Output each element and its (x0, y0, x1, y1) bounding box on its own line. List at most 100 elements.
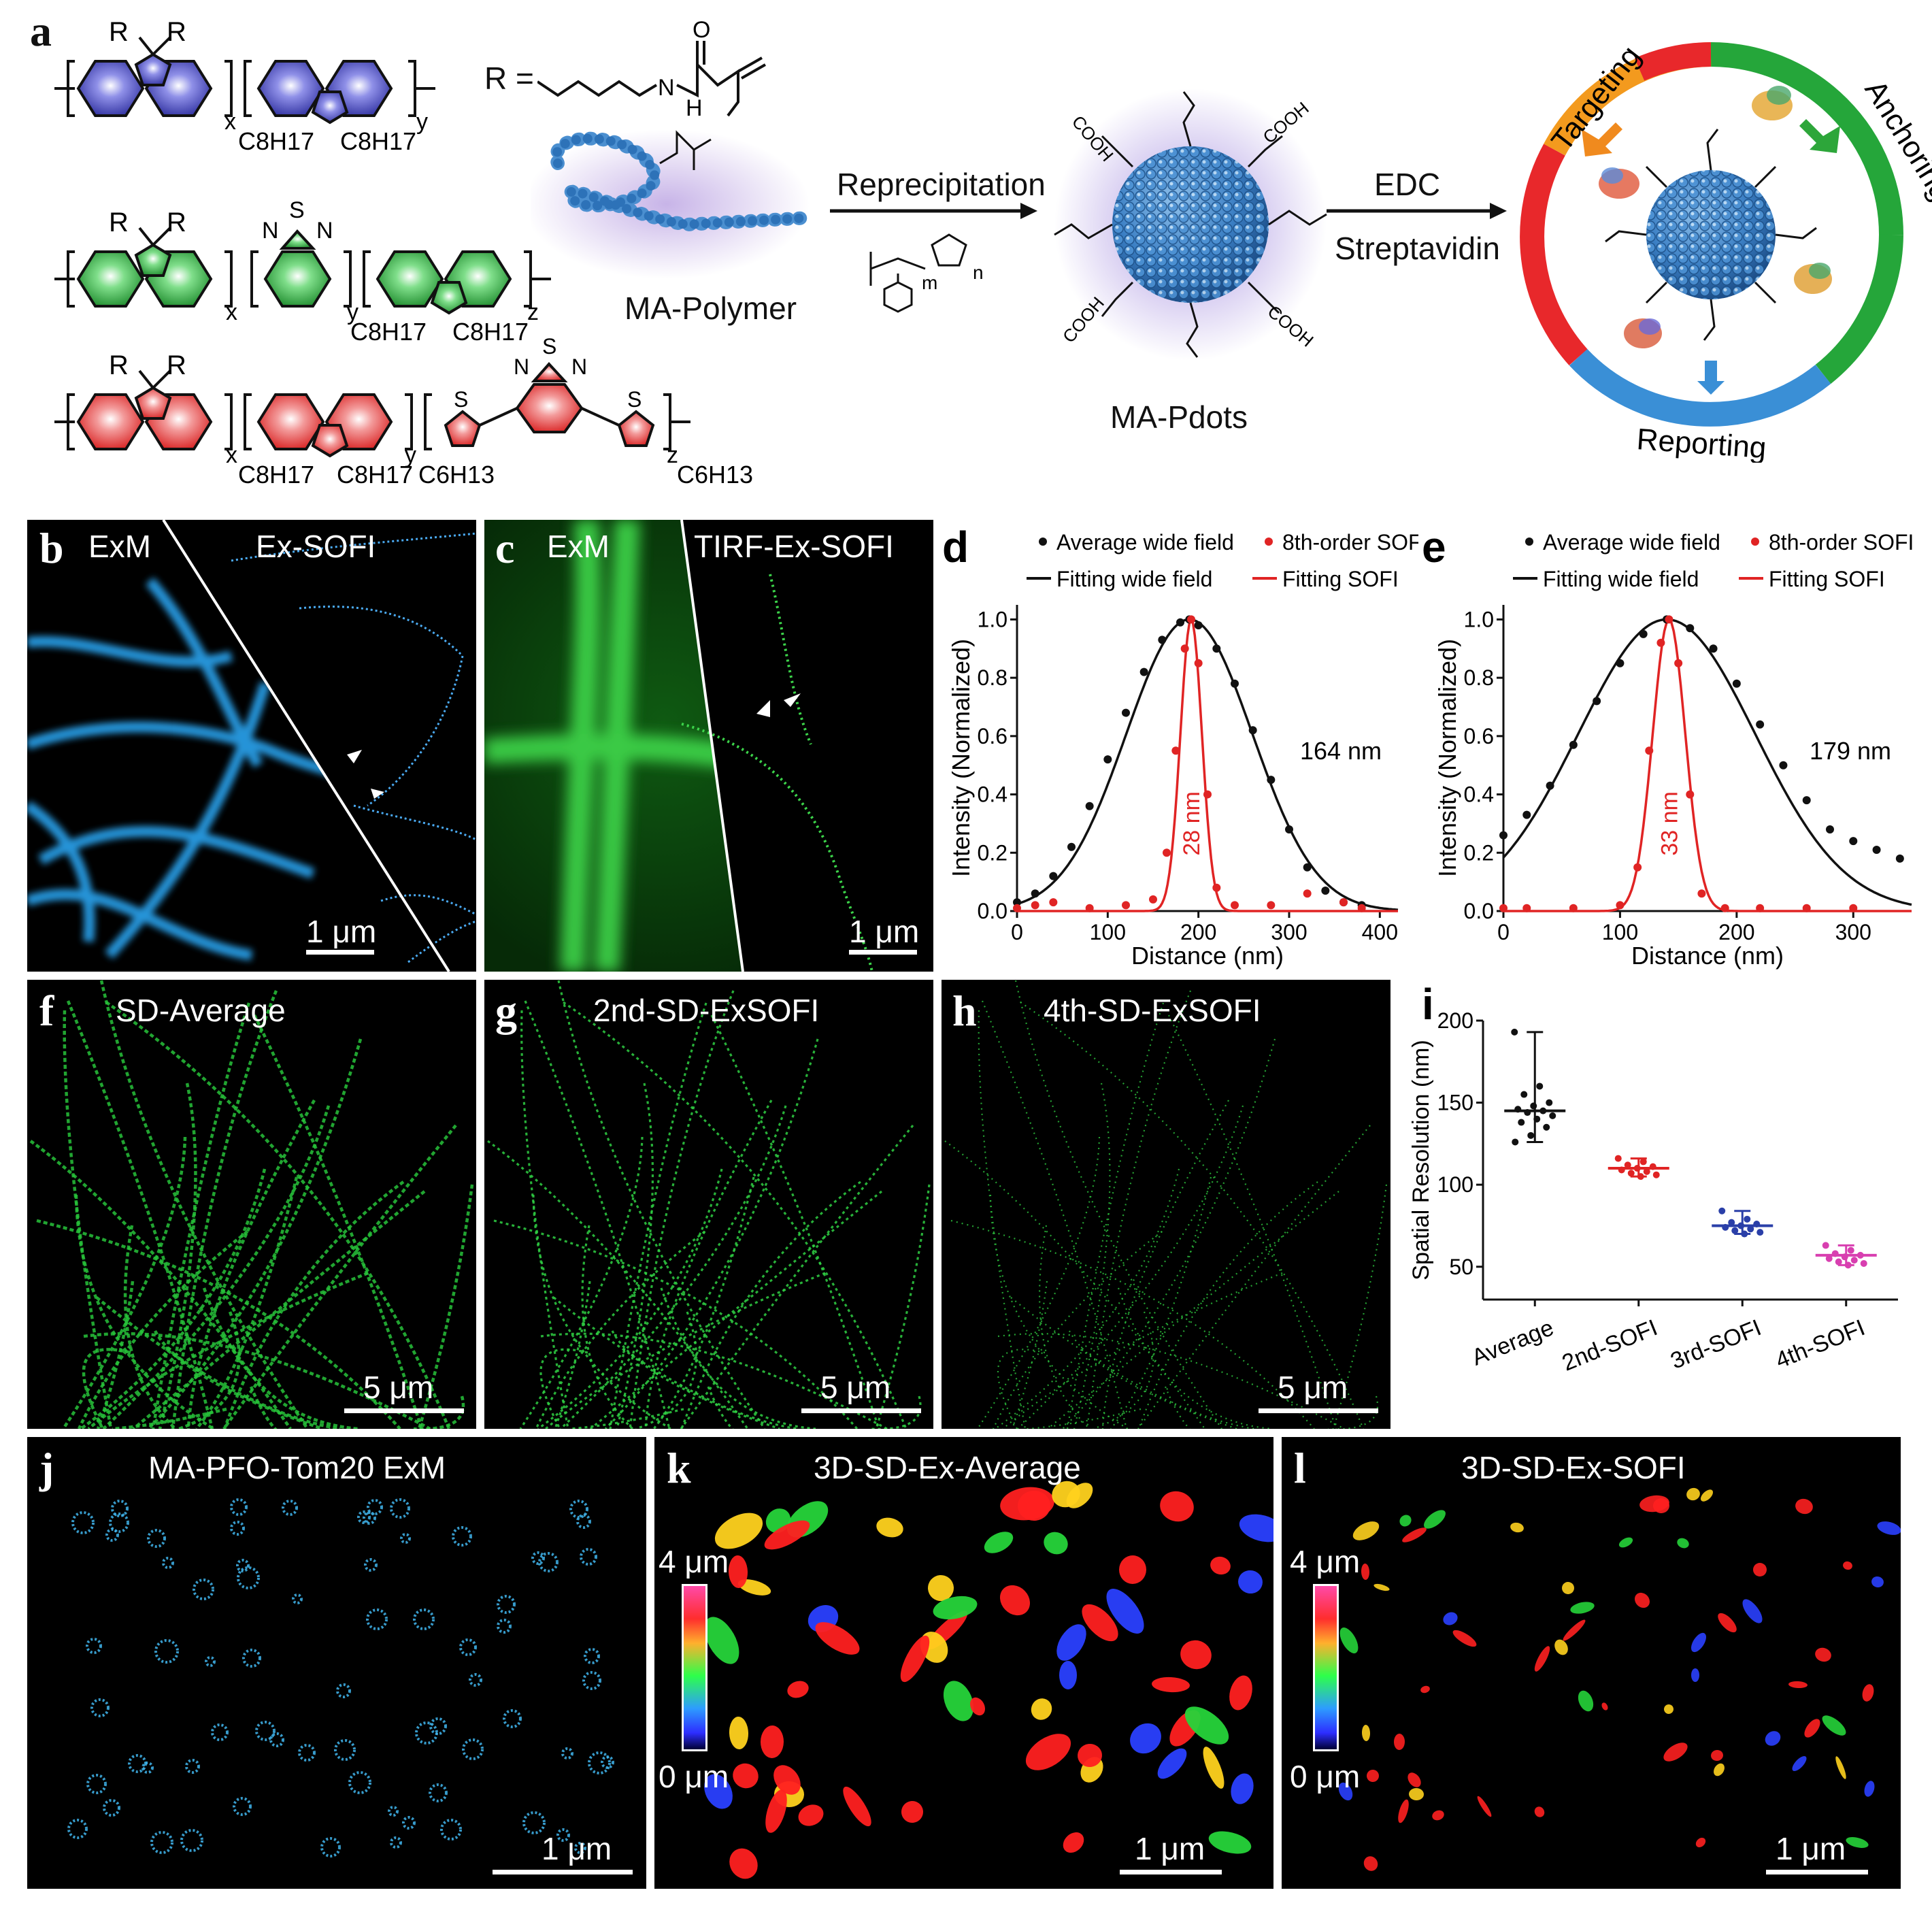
data-point (1649, 1163, 1656, 1170)
polymer-1-pfo (54, 36, 435, 125)
mitochondria-puncta (237, 1566, 260, 1589)
wide-field-point (1872, 846, 1881, 854)
structure-blob (876, 1517, 903, 1538)
structure-blob (1180, 1640, 1212, 1670)
functional-pdot-ring: Targeting Anchoring Reporting (1520, 39, 1932, 463)
annotation-sofi: 28 nm (1179, 791, 1205, 856)
structure-blob (1000, 1487, 1054, 1521)
data-point (1514, 1106, 1522, 1113)
filament (1110, 1176, 1212, 1429)
filament (1073, 1083, 1111, 1429)
filament (524, 1000, 671, 1429)
legend-sofi: 8th-order SOFI (1769, 530, 1914, 555)
mitochondria-puncta (462, 1738, 484, 1760)
structure-blob (1742, 1599, 1763, 1623)
wide-field-point (1139, 667, 1148, 676)
poly1-y: y (416, 109, 428, 135)
sofi-point (1122, 901, 1130, 910)
structure-blob (1399, 1515, 1412, 1527)
filament (195, 1176, 299, 1429)
wide-field-point (1709, 644, 1718, 653)
sofi-point (1303, 889, 1312, 898)
wide-field-point (1103, 755, 1112, 764)
panel-h: h 4th-SD-ExSOFI 5 μm (942, 980, 1390, 1429)
mitochondria-puncta (429, 1783, 448, 1802)
wide-field-point (1499, 831, 1508, 840)
structure-blob (1601, 1702, 1608, 1711)
mitochondria-puncta (180, 1829, 203, 1852)
structure-blob (764, 1520, 810, 1550)
reagent-n: n (973, 262, 984, 283)
mitochondria-puncta (363, 1511, 376, 1525)
structure-blob (728, 1555, 748, 1588)
mitochondria-puncta (497, 1595, 516, 1614)
legend-marker-sofi (1751, 538, 1759, 546)
y-tick-label: 0.4 (1464, 782, 1494, 807)
wide-field-point (1569, 740, 1578, 749)
mitochondria-puncta (390, 1836, 402, 1849)
sofi-point (1720, 904, 1729, 912)
filament (604, 1038, 819, 1429)
data-point (1850, 1257, 1858, 1264)
structure-blob (1871, 1576, 1884, 1588)
sofi-point (1569, 904, 1578, 912)
filament (36, 1219, 401, 1429)
chart-d-label: d (942, 523, 969, 572)
filament (652, 1176, 755, 1429)
structure-blob (1402, 1527, 1427, 1542)
y-tick-label: 0.6 (1464, 724, 1494, 748)
structure-blob (1765, 1731, 1781, 1746)
step2-top: EDC (1374, 167, 1441, 202)
structure-blob (1066, 1483, 1093, 1508)
structure-blob (1695, 1837, 1706, 1848)
mitochondria-puncta (90, 1698, 110, 1717)
filament (680, 1180, 861, 1429)
structure-blob (1570, 1602, 1595, 1614)
poly1-x: x (224, 109, 236, 135)
panel-k-scalebar (1120, 1870, 1222, 1874)
poly2-z: z (527, 299, 539, 325)
data-point (1527, 1132, 1535, 1139)
legend-wide: Average wide field (1056, 530, 1234, 555)
structure-blob (1420, 1685, 1430, 1694)
data-point (1533, 1115, 1541, 1123)
poly2-r1: R (109, 208, 129, 237)
x-axis-label: Distance (nm) (1631, 942, 1784, 970)
panel-g: g 2nd-SD-ExSOFI 5 μm (484, 980, 933, 1429)
mitochondria-puncta (364, 1558, 378, 1572)
panel-b: b ExM Ex-SOFI 1 μm (27, 520, 476, 972)
fit-line-sofi (1017, 616, 1398, 912)
filament (132, 1190, 426, 1429)
structure-blob (815, 1622, 860, 1655)
filament (707, 1386, 788, 1429)
mitochondria-puncta (230, 1521, 245, 1536)
structure-blob (1203, 1747, 1225, 1789)
panel-c-right-title: TIRF-Ex-SOFI (694, 529, 894, 564)
data-point (1744, 1215, 1751, 1223)
filament (978, 1010, 1027, 1429)
mitochondria-puncta (71, 1511, 95, 1534)
panel-f-scalebar (344, 1408, 464, 1413)
wide-field-point (1049, 872, 1058, 880)
filament (997, 1349, 1046, 1429)
poly3-s3: S (627, 387, 642, 412)
x-tick-label: Average (1468, 1315, 1557, 1370)
x-tick-label: 200 (1718, 920, 1754, 944)
structure-blob (1795, 1498, 1813, 1515)
filament (519, 1136, 644, 1429)
mitochondria-puncta (298, 1744, 316, 1762)
poly3-sub3: C6H13 (418, 461, 495, 489)
filament (1002, 1272, 1283, 1429)
filament (1117, 1287, 1273, 1429)
panel-l-image (1338, 1487, 1901, 1871)
poly2-x: x (226, 299, 237, 325)
structure-blob (843, 1786, 871, 1827)
y-tick-label: 0.0 (1464, 899, 1494, 923)
panel-label-h: h (952, 987, 977, 1035)
y-tick-label: 150 (1437, 1091, 1473, 1115)
poly2-y: y (347, 299, 359, 325)
legend-marker-wide (1039, 538, 1047, 546)
panel-g-image (487, 980, 931, 1429)
mitochondria-puncta (334, 1739, 356, 1761)
panel-j-title: MA-PFO-Tom20 ExM (148, 1450, 446, 1485)
